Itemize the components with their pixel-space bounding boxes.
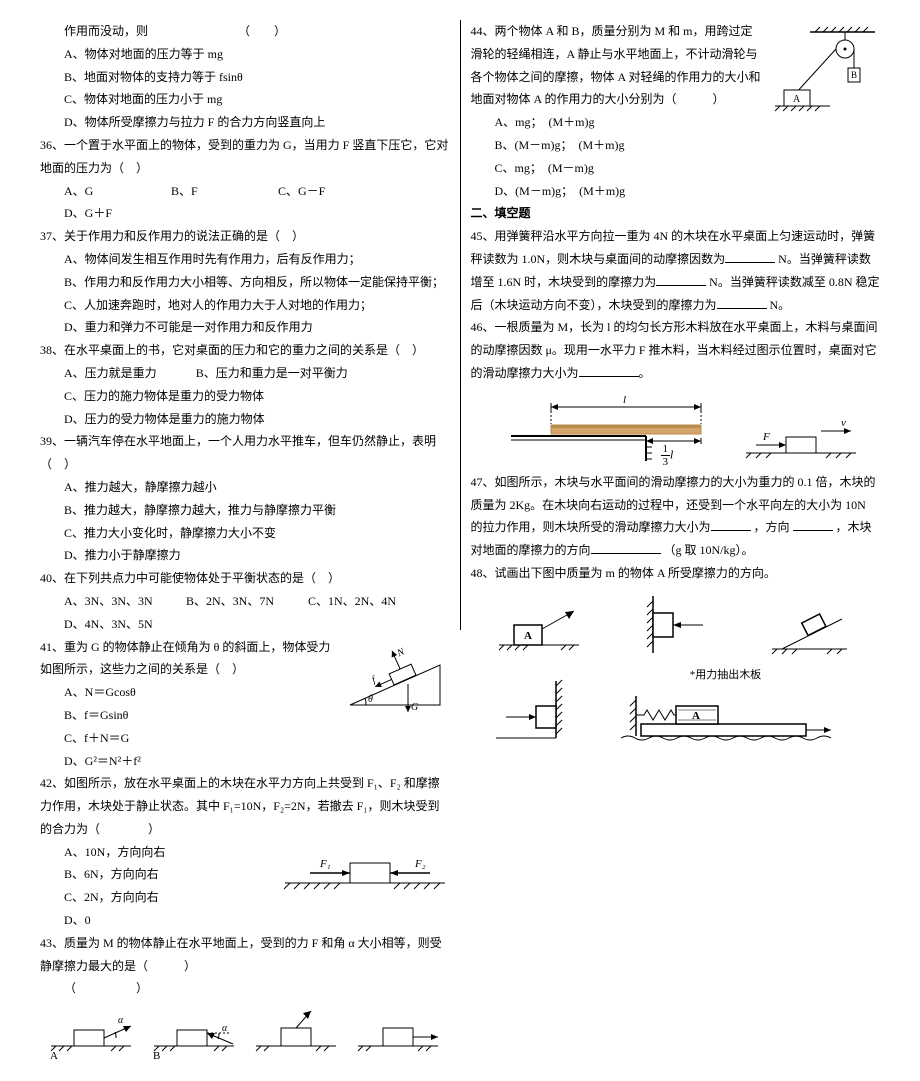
q44-pulley-figure: B A — [770, 24, 880, 119]
q38-c: C、压力的施力物体是重力的受力物体 — [64, 385, 264, 408]
q48-pull-label: *用力抽出木板 — [690, 665, 762, 686]
q48-fig-4 — [491, 676, 591, 746]
q41-incline-figure: N f G θ — [340, 640, 450, 715]
q37-stem: 37、关于作用力和反作用力的说法正确的是（ ） — [40, 225, 450, 248]
svg-text:A: A — [50, 1050, 58, 1061]
q48-figures-row2: *用力抽出木板 A — [491, 665, 881, 746]
q48-figures-row1: A — [471, 591, 881, 659]
q40-b: B、2N、3N、7N — [186, 590, 281, 613]
svg-text:B: B — [153, 1050, 160, 1061]
svg-text:A: A — [524, 630, 532, 642]
svg-text:F: F — [762, 431, 770, 443]
svg-text:B: B — [851, 70, 857, 80]
q46: 46、一根质量为 M，长为 l 的均匀长方形木料放在水平桌面上，木料与桌面间的动… — [471, 316, 881, 384]
q42-f1: F₁ — [319, 858, 331, 870]
svg-text:v: v — [841, 417, 846, 429]
svg-text:α: α — [222, 1023, 228, 1034]
q37-b: B、作用力和反作用力大小相等、方向相反，所以物体一定能保持平衡； — [64, 271, 450, 294]
q39-c: C、推力大小变化时，静摩擦力大小不变 — [64, 522, 276, 545]
q43-blank-row: （ ） — [40, 977, 450, 1000]
q35-blank: （ ） — [244, 24, 286, 38]
q36-stem: 36、一个置于水平面上的物体，受到的重力为 G，当用力 F 竖直下压它，它对地面… — [40, 134, 450, 180]
q43-fig-b: α B — [149, 1006, 239, 1061]
q44-d: D、(M－m)g； (M＋m)g — [495, 180, 881, 203]
q35-b: B、地面对物体的支持力等于 fsinθ — [64, 66, 243, 89]
q37-a: A、物体间发生相互作用时先有作用力，后有反作用力； — [64, 248, 450, 271]
q44-b: B、(M－m)g； (M＋m)g — [495, 134, 881, 157]
q44-c: C、mg； (M－m)g — [495, 157, 881, 180]
svg-text:G: G — [411, 702, 418, 713]
svg-text:A: A — [692, 710, 700, 722]
q46-table-figure: l — [501, 391, 711, 463]
q39-d: D、推力小于静摩擦力 — [64, 544, 181, 567]
q41-d: D、G²＝N²＋f² — [64, 750, 450, 773]
q38-b: B、压力和重力是一对平衡力 — [196, 362, 348, 385]
svg-text:l: l — [623, 394, 626, 406]
q36-c: C、G－F — [278, 180, 378, 203]
q42-block-figure: F₁ F₂ — [280, 845, 450, 895]
q42-f2: F₂ — [414, 858, 426, 870]
q39-stem: 39、一辆汽车停在水平地面上，一个人用力水平推车，但车仍然静止，表明（ ） — [40, 430, 450, 476]
q36-a: A、G — [64, 180, 144, 203]
q40-a: A、3N、3N、3N — [64, 590, 159, 613]
q45: 45、用弹簧秤沿水平方向拉一重为 4N 的木块在水平桌面上匀速运动时，弹簧秤读数… — [471, 225, 881, 316]
q42-stem: 42、如图所示，放在水平桌面上的木块在水平力方向上共受到 F₁、F₂ 和摩擦力作… — [40, 772, 450, 840]
svg-text:N: N — [394, 645, 407, 659]
q39-b: B、推力越大，静摩擦力越大，推力与静摩擦力平衡 — [64, 499, 336, 522]
q35-c: C、物体对地面的压力小于 mg — [64, 88, 222, 111]
q48-stem: 48、试画出下图中质量为 m 的物体 A 所受摩擦力的方向。 — [471, 562, 881, 585]
svg-text:θ: θ — [368, 694, 373, 705]
q40-stem: 40、在下列共点力中可能使物体处于平衡状态的是（ ） — [40, 567, 450, 590]
q38-d: D、压力的受力物体是重力的施力物体 — [64, 408, 265, 431]
q47: 47、如图所示，木块与水平面间的滑动摩擦力的大小为重力的 0.1 倍，木块的质量… — [471, 471, 881, 562]
q35-d: D、物体所受摩擦力与拉力 F 的合力方向竖直向上 — [64, 111, 325, 134]
svg-text:f: f — [370, 674, 378, 686]
q48-fig-1: A — [494, 591, 589, 659]
q43-fig-a: α A — [46, 1006, 136, 1061]
q37-c: C、人加速奔跑时，地对人的作用力大于人对地的作用力； — [64, 294, 450, 317]
q38-stem: 38、在水平桌面上的书，它对桌面的压力和它的重力之间的关系是（ ） — [40, 339, 450, 362]
svg-text:A: A — [793, 94, 801, 105]
q35-pre: 作用而没动，则 — [64, 24, 148, 38]
svg-text:α: α — [118, 1015, 124, 1026]
q43-figures: α A α B — [40, 1006, 450, 1061]
q40-d: D、4N、3N、5N — [64, 613, 159, 636]
q37-d: D、重力和弹力不可能是一对作用力和反作用力 — [64, 316, 450, 339]
q35-a: A、物体对地面的压力等于 mg — [64, 43, 223, 66]
q42-d: D、0 — [64, 909, 450, 932]
q48-fig-5: A — [616, 688, 836, 746]
q39-a: A、推力越大，静摩擦力越小 — [64, 476, 217, 499]
q48-fig-2 — [635, 591, 715, 659]
q36-b: B、F — [171, 180, 251, 203]
q36-d: D、G＋F — [64, 202, 144, 225]
q38-a: A、压力就是重力 — [64, 362, 157, 385]
section2-title: 二、填空题 — [471, 202, 881, 225]
q46-push-figure: F v — [741, 413, 861, 463]
q41-c: C、f＋N＝G — [64, 727, 450, 750]
q43-fig-d — [353, 1006, 443, 1061]
q43-fig-c — [251, 1006, 341, 1061]
q48-fig-3 — [762, 591, 857, 659]
q40-c: C、1N、2N、4N — [308, 590, 403, 613]
q43-stem: 43、质量为 M 的物体静止在水平地面上，受到的力 F 和角 α 大小相等，则受… — [40, 932, 450, 978]
